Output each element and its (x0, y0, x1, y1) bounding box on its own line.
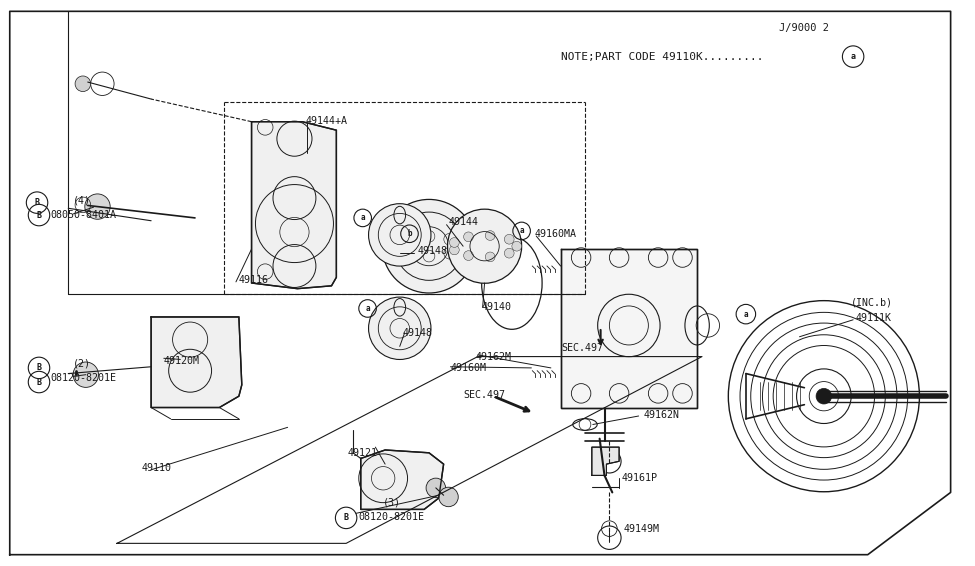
Text: 49110: 49110 (141, 463, 172, 473)
Text: (3): (3) (383, 498, 401, 508)
Text: 49120M: 49120M (164, 355, 200, 366)
Text: 49162N: 49162N (644, 410, 680, 420)
Text: a: a (744, 310, 748, 319)
Polygon shape (592, 447, 619, 475)
Text: 49160M: 49160M (450, 363, 487, 373)
Circle shape (449, 238, 459, 247)
Text: 49144: 49144 (448, 217, 479, 228)
Circle shape (486, 231, 495, 241)
Circle shape (512, 241, 522, 251)
Text: 49121: 49121 (347, 448, 377, 458)
Circle shape (85, 194, 110, 219)
Text: SEC.497: SEC.497 (463, 390, 505, 400)
Circle shape (73, 362, 98, 387)
Polygon shape (361, 450, 444, 509)
Text: 08120-8201E: 08120-8201E (51, 373, 117, 383)
Text: a: a (361, 213, 365, 222)
Text: NOTE;PART CODE 49110K.........: NOTE;PART CODE 49110K......... (561, 52, 763, 62)
Text: B: B (343, 513, 349, 522)
Text: 49161P: 49161P (622, 473, 658, 483)
Text: a: a (366, 304, 370, 313)
Circle shape (369, 204, 431, 266)
Circle shape (504, 234, 514, 244)
Circle shape (464, 251, 474, 260)
Text: 49148: 49148 (417, 246, 448, 256)
Text: J/9000 2: J/9000 2 (779, 23, 829, 33)
Text: b: b (408, 229, 411, 238)
Text: (2): (2) (73, 359, 91, 369)
Text: (INC.b): (INC.b) (851, 298, 893, 308)
Text: (4): (4) (73, 196, 91, 206)
Text: 49140: 49140 (482, 302, 512, 312)
Circle shape (486, 252, 495, 261)
Text: 49160MA: 49160MA (534, 229, 576, 239)
Circle shape (449, 245, 459, 255)
Text: 49116: 49116 (239, 275, 269, 285)
Polygon shape (151, 317, 242, 408)
Text: 49149M: 49149M (624, 524, 660, 534)
Circle shape (439, 487, 458, 507)
Circle shape (382, 199, 476, 293)
Text: 49111K: 49111K (856, 313, 892, 323)
Text: 49144+A: 49144+A (305, 115, 347, 126)
Circle shape (464, 232, 474, 242)
Circle shape (369, 297, 431, 359)
Text: B: B (36, 211, 42, 220)
Polygon shape (252, 122, 336, 289)
Text: 49162M: 49162M (476, 351, 512, 362)
Text: 08050-8401A: 08050-8401A (51, 210, 117, 220)
Text: SEC.497: SEC.497 (562, 342, 604, 353)
Circle shape (816, 388, 832, 404)
Text: B: B (36, 378, 42, 387)
Circle shape (448, 209, 522, 283)
Text: 08120-8201E: 08120-8201E (359, 512, 425, 522)
Polygon shape (561, 249, 697, 408)
Circle shape (426, 478, 446, 498)
Text: B: B (36, 363, 42, 372)
Text: a: a (850, 52, 856, 61)
Circle shape (75, 76, 91, 92)
Circle shape (504, 248, 514, 258)
Text: a: a (520, 226, 524, 235)
Text: 49148: 49148 (403, 328, 433, 338)
Text: B: B (34, 198, 40, 207)
